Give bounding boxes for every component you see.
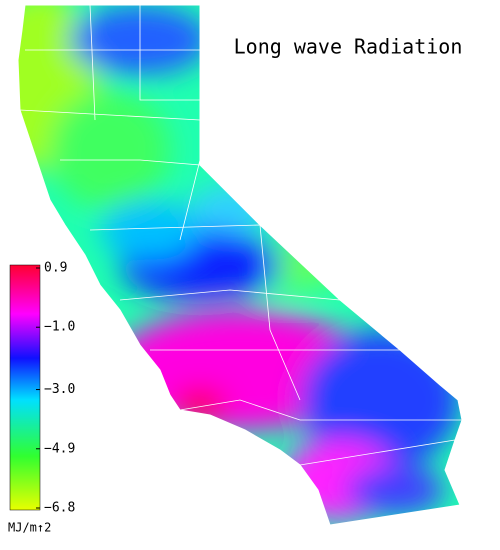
map-title: Long wave Radiation [234,35,463,59]
colorbar-tick-label: −1.0 [44,320,75,335]
colorbar-tick-label: 0.9 [44,261,67,276]
colorbar [9,264,41,511]
county-lines [19,4,462,466]
colorbar-tick-label: −3.0 [44,382,75,397]
colorbar-unit: MJ/m↑2 [8,521,51,535]
colorbar-tick-label: −4.9 [44,441,75,456]
state-border [17,4,463,526]
colorbar-tick-label: −6.8 [44,501,75,516]
